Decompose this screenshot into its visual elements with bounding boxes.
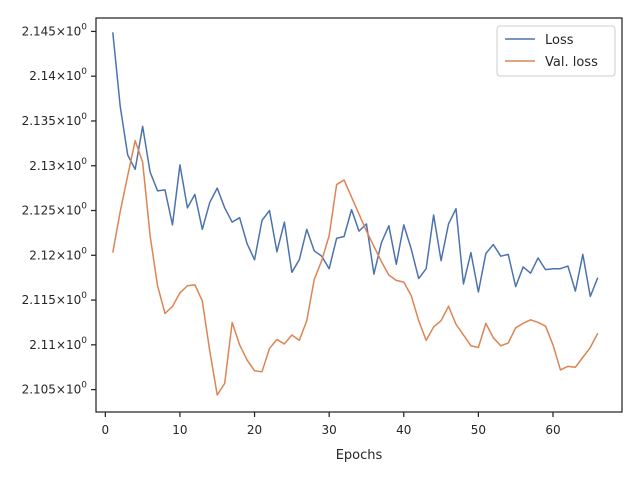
x-tick-label-0: 0 bbox=[102, 423, 110, 437]
y-tick-label-4: 2.125×100 bbox=[22, 202, 88, 218]
y-tick-label-3: 2.12×100 bbox=[29, 246, 87, 262]
series-line-0 bbox=[112, 32, 599, 298]
y-tick-label-5: 2.13×100 bbox=[29, 157, 87, 173]
y-axis: 2.105×100 2.11×100 2.115×100 2.12×100 2.125×… bbox=[22, 22, 96, 397]
series-line-1 bbox=[112, 139, 599, 396]
y-tick-label-6: 2.135×100 bbox=[22, 112, 88, 128]
axes-frame bbox=[95, 17, 623, 413]
x-tick-label-4: 40 bbox=[396, 423, 411, 437]
series-layer bbox=[112, 32, 599, 396]
legend-label-val-loss: Val. loss bbox=[545, 55, 598, 70]
x-tick-label-3: 30 bbox=[322, 423, 337, 437]
legend: Loss Val. loss bbox=[496, 25, 616, 77]
y-tick-label-1: 2.11×100 bbox=[29, 336, 87, 352]
y-tick-label-2: 2.115×100 bbox=[22, 291, 88, 307]
legend-label-loss: Loss bbox=[545, 33, 574, 48]
x-tick-label-6: 60 bbox=[545, 423, 560, 437]
x-tick-label-5: 50 bbox=[471, 423, 486, 437]
y-tick-label-0: 2.105×100 bbox=[22, 381, 88, 397]
x-axis-label: Epochs bbox=[336, 448, 383, 463]
y-tick-label-8: 2.145×100 bbox=[22, 22, 88, 38]
x-tick-label-1: 10 bbox=[172, 423, 187, 437]
x-tick-label-2: 20 bbox=[247, 423, 262, 437]
y-tick-label-7: 2.14×100 bbox=[29, 67, 87, 83]
x-axis: 0 10 20 30 40 50 60 bbox=[102, 412, 561, 437]
